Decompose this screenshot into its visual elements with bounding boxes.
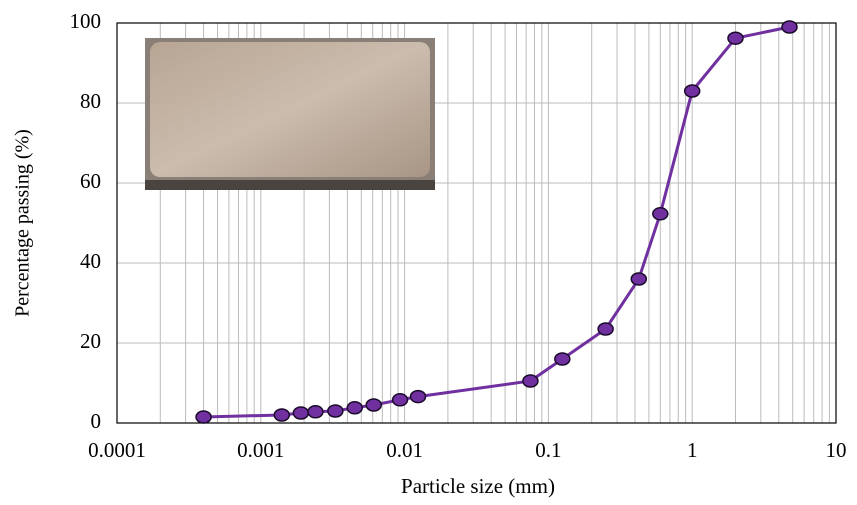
x-tick-label: 1 (687, 438, 698, 462)
x-tick-label: 0.1 (535, 438, 561, 462)
inset-photo (145, 38, 435, 190)
y-tick-label: 100 (70, 9, 102, 33)
y-tick-label: 80 (80, 89, 101, 113)
x-axis-title: Particle size (mm) (401, 474, 555, 498)
data-point (307, 405, 324, 419)
data-point (727, 31, 744, 45)
data-point (195, 410, 212, 424)
data-point (327, 404, 344, 418)
data-point (652, 207, 669, 221)
data-point (365, 398, 382, 412)
data-point (522, 374, 539, 388)
y-axis-title: Percentage passing (%) (12, 129, 34, 317)
data-point (554, 352, 571, 366)
x-tick-label: 0.01 (386, 438, 423, 462)
plot-frame (116, 22, 837, 424)
y-tick-label: 0 (91, 409, 102, 433)
data-point (391, 393, 409, 407)
data-point (630, 272, 648, 286)
data-point (346, 401, 363, 415)
data-point (683, 84, 701, 98)
y-tick-label: 40 (80, 249, 101, 273)
y-tick-label: 60 (80, 169, 101, 193)
x-tick-label: 0.0001 (88, 438, 146, 462)
data-point (409, 389, 427, 404)
x-tick-label: 0.001 (237, 438, 284, 462)
data-point (781, 20, 798, 34)
x-tick-label: 10 (826, 438, 847, 462)
data-point (597, 322, 614, 336)
data-point (292, 406, 310, 420)
y-tick-label: 20 (80, 329, 101, 353)
data-point (273, 408, 291, 422)
